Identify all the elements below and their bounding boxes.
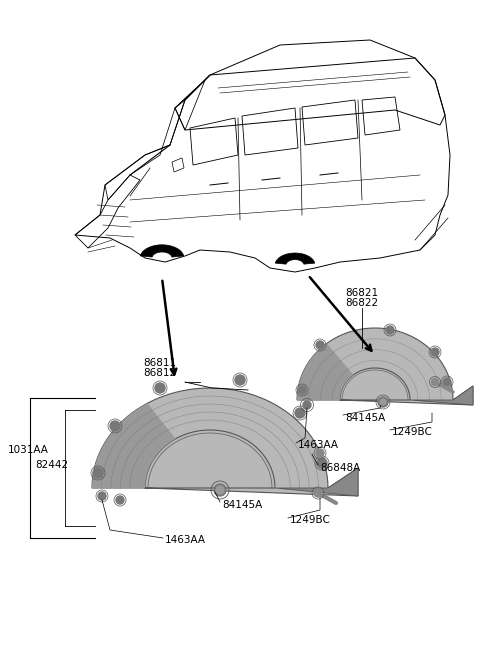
Circle shape — [303, 401, 311, 409]
Circle shape — [93, 468, 103, 478]
Text: 84145A: 84145A — [345, 413, 385, 423]
Text: 1249BC: 1249BC — [290, 515, 331, 525]
Text: 86848A: 86848A — [320, 463, 360, 473]
Circle shape — [431, 348, 439, 356]
Circle shape — [314, 489, 322, 497]
Polygon shape — [275, 253, 315, 264]
Polygon shape — [297, 328, 473, 405]
Polygon shape — [410, 386, 473, 405]
Circle shape — [298, 386, 306, 394]
Polygon shape — [275, 468, 358, 496]
Circle shape — [432, 379, 439, 386]
Text: 86822: 86822 — [346, 298, 379, 308]
Text: 1249BC: 1249BC — [392, 427, 433, 437]
Circle shape — [386, 326, 394, 334]
Polygon shape — [92, 403, 176, 488]
Text: 86821: 86821 — [346, 288, 379, 298]
Circle shape — [295, 408, 305, 418]
Text: 86812: 86812 — [144, 368, 177, 378]
Circle shape — [216, 486, 224, 494]
Text: 1463AA: 1463AA — [165, 535, 206, 545]
Circle shape — [116, 496, 124, 504]
Text: 86811: 86811 — [144, 358, 177, 368]
Polygon shape — [297, 343, 353, 400]
Circle shape — [98, 492, 106, 500]
Circle shape — [378, 397, 388, 407]
Circle shape — [155, 383, 165, 393]
Circle shape — [380, 399, 386, 405]
Circle shape — [110, 421, 120, 431]
Circle shape — [443, 378, 451, 386]
Text: 84145A: 84145A — [222, 500, 262, 510]
Text: 82442: 82442 — [35, 460, 68, 470]
Circle shape — [235, 375, 245, 385]
Text: 1463AA: 1463AA — [298, 440, 339, 450]
Text: 1031AA: 1031AA — [8, 445, 49, 455]
Circle shape — [316, 341, 324, 349]
Circle shape — [317, 458, 327, 468]
Circle shape — [316, 449, 324, 457]
Polygon shape — [140, 245, 184, 257]
Circle shape — [214, 484, 226, 496]
Polygon shape — [92, 388, 358, 496]
